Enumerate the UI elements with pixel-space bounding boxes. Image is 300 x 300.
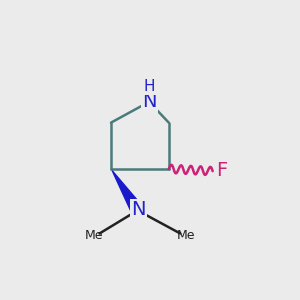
Text: F: F [216,161,227,180]
Text: Me: Me [84,229,103,242]
Text: N: N [131,200,146,219]
Text: N: N [142,92,156,111]
Text: H: H [143,79,155,94]
Text: Me: Me [177,229,195,242]
Polygon shape [112,171,141,211]
